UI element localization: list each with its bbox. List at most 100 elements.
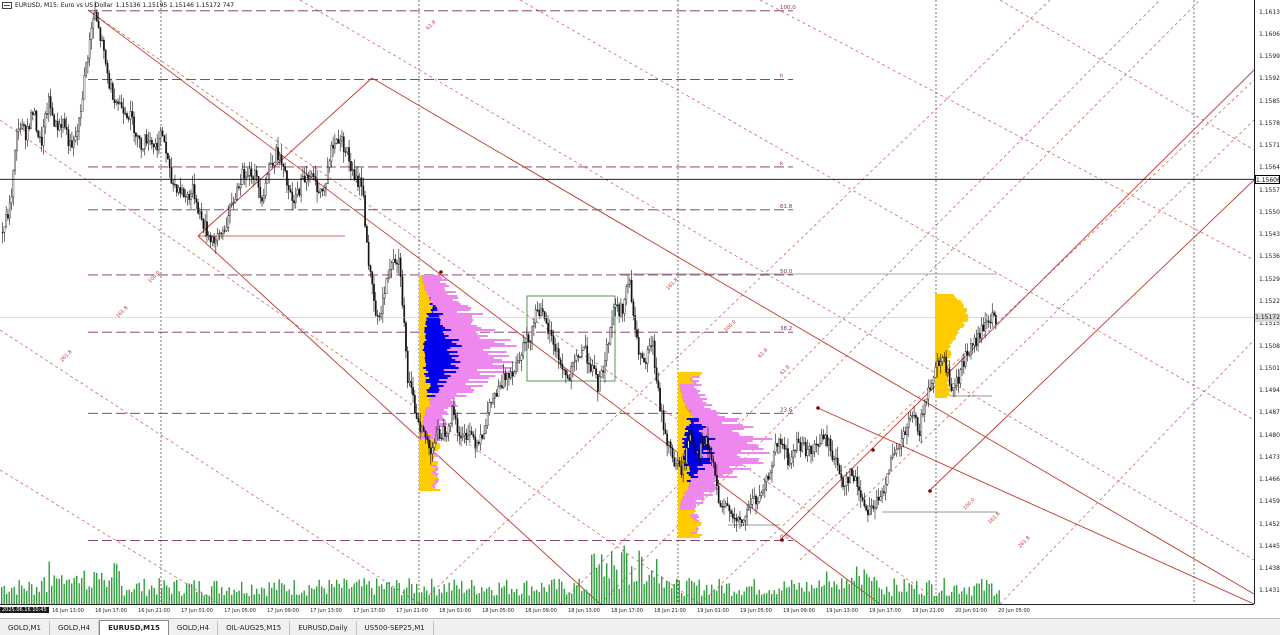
profile-bin-blue [678,426,707,428]
profile-bin-gold [678,508,680,510]
candle-body [582,346,585,351]
volume-bar [926,582,928,604]
candle-body [849,468,852,484]
profile-bin-gold [935,334,957,336]
volume-bar [823,585,825,604]
volume-bar [143,578,145,604]
volume-bar [706,584,708,604]
candle-body [119,102,121,104]
candle-body [902,431,905,439]
candle-body [163,135,166,143]
candle-body [451,406,454,425]
candle-body [293,200,295,204]
volume-bar [368,581,370,604]
profile-bin-gold [935,312,966,314]
volume-bar [481,587,483,604]
candle-body [136,135,139,137]
profile-bin-blue [419,355,459,357]
time-tick-label: 18 Jun 13:00 [568,608,600,614]
candle-body [854,476,857,482]
profile-bin-gold [678,446,683,448]
volume-bar [283,584,285,604]
candle-body [399,257,402,277]
time-tick-label: 20 Jun 05:00 [998,608,1030,614]
profile-bin-gold [419,457,432,459]
candle-body [497,386,500,397]
chart-tab-4[interactable]: OIL-AUG25,M15 [218,621,291,635]
candle-body [886,473,889,485]
profile-bin-gold [678,492,684,494]
profile-bin-gold [678,436,687,438]
candle-body [678,460,681,467]
candle-body [58,124,61,131]
volume-bar [388,581,390,604]
volume-bar [198,581,200,604]
candle-body [131,111,134,118]
candle-body [501,385,503,388]
fan-level-label: 261.8 [59,349,73,363]
fan-level-label: 161.8 [665,277,679,291]
profile-bin-gold [419,357,425,359]
candle-body [774,443,777,453]
profile-bin-pink [678,454,738,456]
candle-body [717,485,720,504]
time-axis[interactable]: 2025.06.16 10:45 16 Jun 13:00 16 Jun 17:00… [0,604,1254,618]
fan-line [759,0,1255,261]
profile-bin-gold [678,514,691,516]
price-axis[interactable]: 1.16130 1.16060 1.15990 1.15920 1.15850 1.157… [1254,0,1280,604]
profile-bin-pink [419,389,475,391]
candle-body [309,176,311,179]
chart-tab-2[interactable]: EURUSD,M15 [99,620,169,635]
candle-body [538,310,541,317]
candle-body [881,491,884,497]
volume-bar [83,570,85,604]
candle-body [804,442,807,457]
volume-bar [696,585,698,604]
candle-body [966,351,969,356]
volume-bar [153,588,155,604]
volume-bar [658,583,660,604]
chart-tab-1[interactable]: GOLD,H4 [50,621,100,635]
candle-body [414,394,416,414]
volume-bar [948,595,950,604]
fib-level-label: k [780,161,784,167]
candle-body [342,136,345,153]
menu-icon[interactable] [2,2,12,9]
chart-tab-5[interactable]: EURUSD,Daily [290,621,357,635]
volume-bar [618,588,620,604]
volume-bar [18,580,20,604]
candle-body [810,445,812,455]
profile-bin-pink [419,345,517,347]
volume-bar [53,575,55,604]
profile-bin-blue [419,341,452,343]
candle-body [959,369,962,384]
profile-bin-pink [678,442,748,444]
profile-bin-blue [678,472,698,474]
chart-tab-3[interactable]: GOLD,H4 [169,621,219,635]
channel-anchor-point [780,538,784,542]
profile-bin-pink [419,393,457,395]
volume-bar [466,589,468,604]
volume-bar [568,592,570,604]
volume-bar [526,580,528,604]
profile-bin-gold [678,376,693,378]
profile-bin-pink [678,480,719,482]
profile-bin-gold [419,287,425,289]
volume-bar [473,585,475,604]
candle-body [444,425,446,437]
volume-bar [101,573,103,604]
profile-bin-gold [678,502,682,504]
chart-tab-0[interactable]: GOLD,M1 [0,621,50,635]
channel-line [87,9,881,605]
chart-plot-area[interactable]: 100.0 h k 61.8 50.0 38.2 23.6 0.0 61.8 100.0 161.… [0,0,1255,605]
profile-bin-gold [419,381,426,383]
volume-bar [356,581,358,604]
volume-bar [683,595,685,604]
volume-bar [6,593,8,604]
volume-bar [86,589,88,604]
chart-tab-6[interactable]: US500-SEP25,M1 [357,621,434,635]
profile-bin-pink [419,385,483,387]
channel-line [197,77,373,237]
profile-bin-gold [678,498,683,500]
